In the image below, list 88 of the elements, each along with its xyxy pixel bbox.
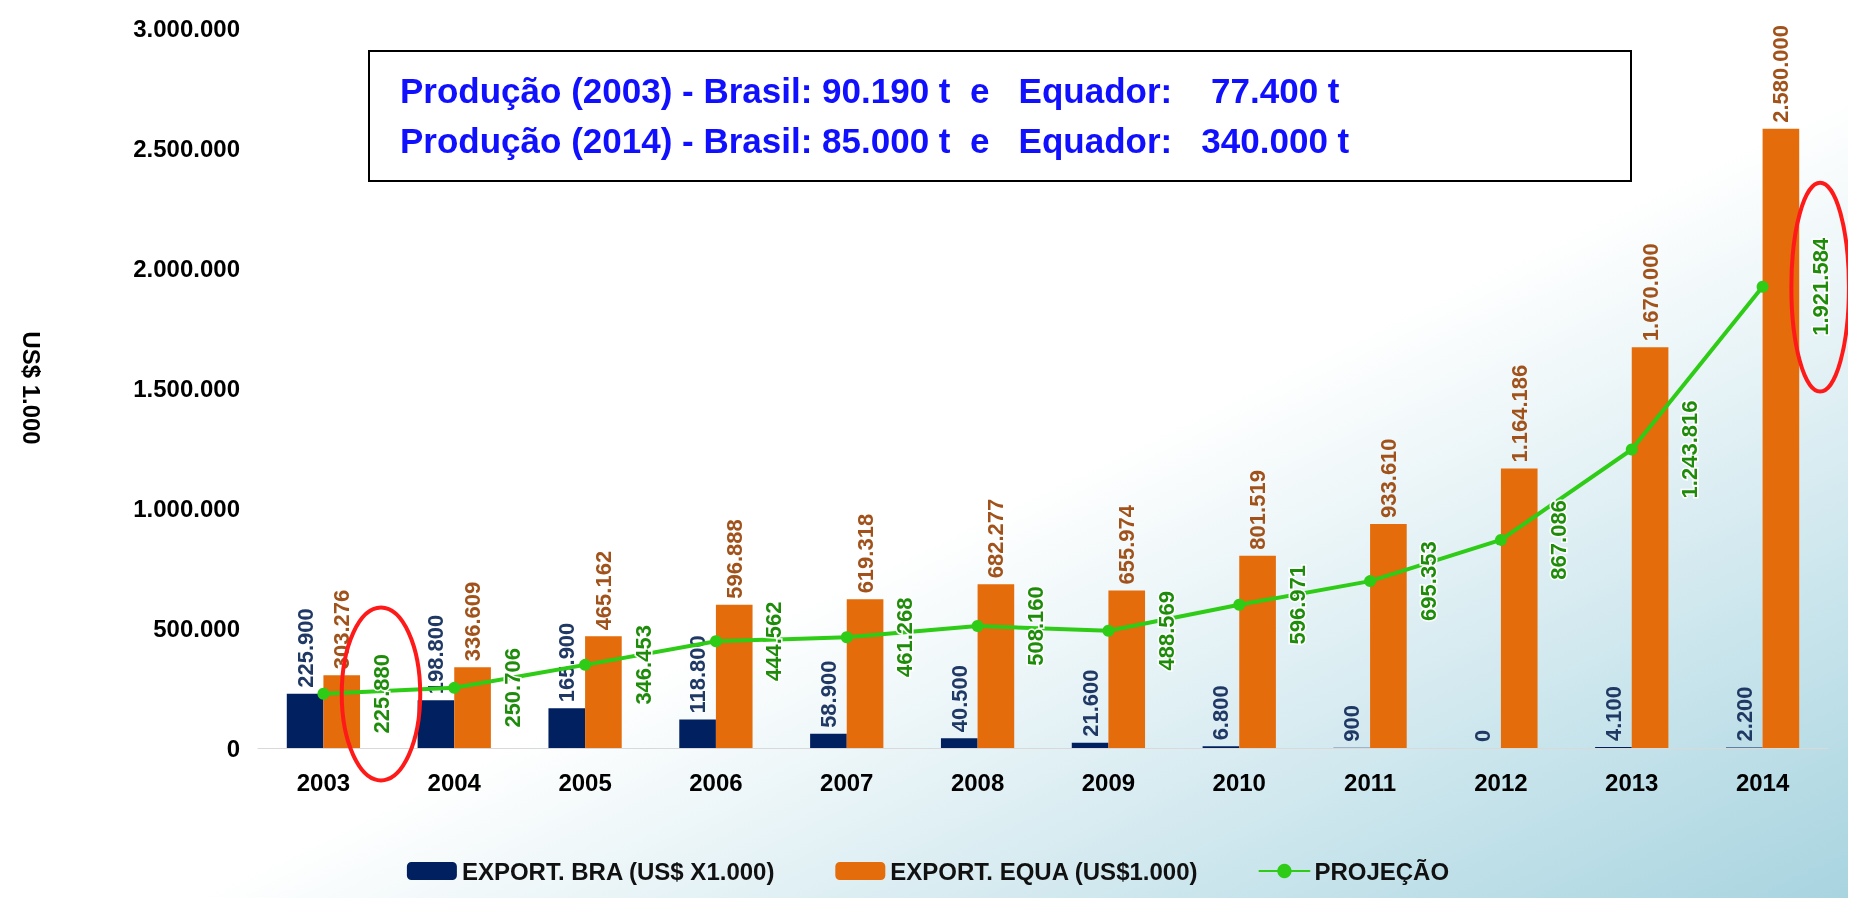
point	[840, 631, 853, 644]
data-label: 682.277	[983, 498, 1009, 579]
y-axis-title: US$ 1.000	[17, 331, 45, 445]
bar	[1762, 128, 1800, 748]
legend-label: EXPORT. EQUA (US$1.000)	[890, 857, 1198, 885]
data-label: 346.453	[630, 625, 656, 705]
data-label: 465.162	[590, 550, 616, 631]
data-label: 0	[1470, 729, 1496, 742]
bar	[548, 708, 586, 748]
legend-label: PROJEÇÃO	[1314, 857, 1450, 885]
data-label: 461.268	[892, 597, 918, 678]
y-tick-label: 1.000.000	[133, 494, 240, 522]
data-label: 900	[1339, 705, 1365, 742]
data-label: 488.569	[1153, 590, 1179, 671]
data-label: 1.243.816	[1677, 400, 1703, 499]
data-label: 21.600	[1077, 669, 1103, 737]
bar	[715, 604, 753, 748]
data-label: 336.609	[460, 581, 486, 662]
data-label: 2.200	[1731, 686, 1757, 742]
y-tick-label: 0	[226, 734, 240, 762]
x-tick-label: 2005	[558, 768, 612, 796]
x-tick-label: 2007	[820, 768, 874, 796]
data-label: 2.580.000	[1768, 24, 1794, 123]
data-label: 801.519	[1245, 470, 1271, 550]
bar	[1071, 742, 1109, 748]
point	[1494, 533, 1507, 546]
bar	[454, 667, 491, 748]
data-label: 1.164.186	[1506, 364, 1532, 463]
bar	[1631, 347, 1669, 748]
data-label: 655.974	[1114, 504, 1140, 585]
data-label: 4.100	[1600, 685, 1626, 742]
data-label: 40.500	[946, 664, 972, 733]
point	[1364, 575, 1377, 588]
x-tick-label: 2011	[1344, 768, 1397, 796]
y-tick-label: 3.000.000	[133, 14, 240, 42]
bar	[1370, 523, 1407, 748]
point	[709, 635, 722, 648]
y-tick-label: 1.500.000	[133, 374, 240, 402]
x-tick-label: 2012	[1474, 768, 1528, 796]
x-tick-label: 2003	[296, 768, 351, 796]
bar	[810, 733, 847, 748]
x-tick-label: 2008	[950, 768, 1005, 796]
annotation: Produção (2014) - Brasil: 85.000 t e Equador: 340.000 t	[400, 120, 1351, 162]
point	[971, 620, 984, 633]
point	[579, 658, 592, 671]
data-label: 250.706	[499, 648, 525, 728]
data-label: 933.610	[1375, 438, 1401, 518]
bar	[940, 738, 978, 748]
bar	[1500, 468, 1538, 748]
bar	[977, 584, 1015, 748]
x-tick-label: 2013	[1605, 768, 1659, 796]
x-tick-label: 2014	[1735, 768, 1790, 796]
data-label: 1.921.584	[1808, 237, 1834, 336]
x-tick-label: 2004	[427, 768, 482, 796]
data-label: 596.971	[1284, 564, 1310, 645]
y-tick-label: 500.000	[153, 614, 240, 642]
point	[1756, 280, 1769, 293]
data-label: 508.160	[1023, 586, 1049, 666]
data-label: 6.800	[1208, 685, 1234, 741]
point	[448, 681, 461, 694]
data-label: 619.318	[852, 513, 878, 594]
bar	[1108, 590, 1146, 748]
data-label: 596.888	[721, 519, 747, 599]
point	[1233, 598, 1246, 611]
data-label: 695.353	[1415, 541, 1441, 621]
y-tick-label: 2.000.000	[133, 254, 240, 282]
y-tick-label: 2.500.000	[133, 134, 240, 162]
bar	[417, 700, 455, 748]
legend-label: EXPORT. BRA (US$ X1.000)	[461, 857, 775, 885]
data-label: 444.562	[761, 601, 787, 682]
x-tick-label: 2006	[689, 768, 743, 796]
bar	[1239, 555, 1276, 748]
data-label: 1.670.000	[1637, 243, 1663, 342]
data-label: 225.900	[292, 608, 318, 688]
data-label: 867.086	[1546, 500, 1572, 580]
bar	[585, 636, 622, 748]
note-box: Produção (2003) - Brasil: 90.190 t e Equador: 77.400 t Produção (2014) - Brasil: 85.000 t e Equador: 340.000 t	[368, 50, 1632, 182]
annotation: Produção (2003) - Brasil: 90.190 t e Equador: 77.400 t	[400, 70, 1341, 112]
bar	[846, 599, 884, 748]
point	[1102, 624, 1115, 637]
point	[317, 687, 330, 700]
data-label: 58.900	[815, 660, 841, 728]
x-tick-label: 2009	[1081, 768, 1136, 796]
bar	[679, 719, 716, 748]
data-label: 225.880	[368, 654, 394, 734]
x-tick-label: 2010	[1212, 768, 1266, 796]
point	[1625, 443, 1638, 456]
bar	[286, 693, 324, 748]
